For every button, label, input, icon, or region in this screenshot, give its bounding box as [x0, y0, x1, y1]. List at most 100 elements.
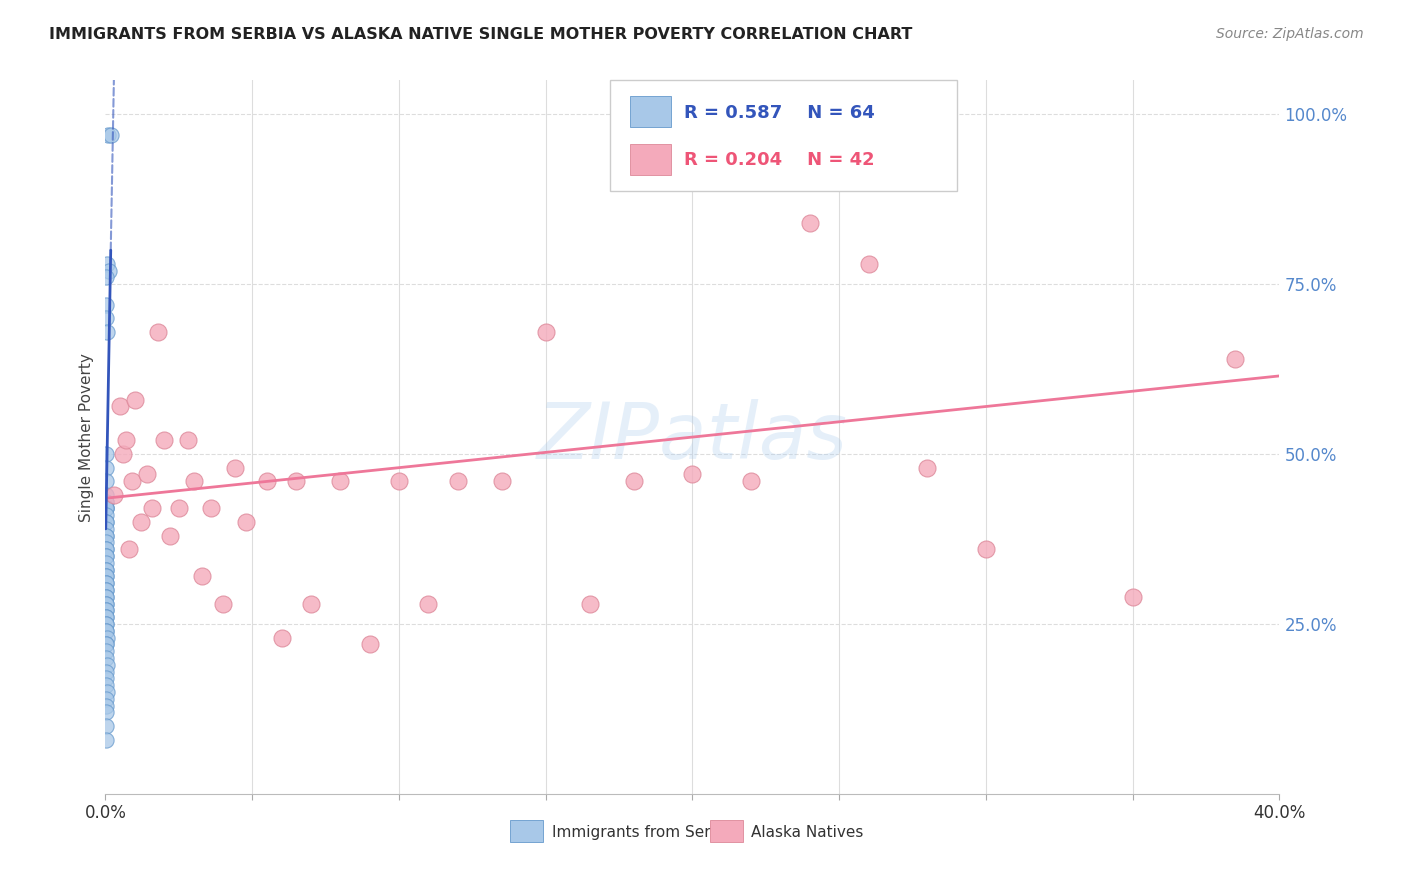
Point	[1122, 590, 1144, 604]
Point	[491, 475, 513, 489]
Point	[96, 657, 118, 672]
Point	[98, 263, 121, 277]
Point	[97, 128, 120, 142]
Point	[94, 542, 117, 557]
Point	[124, 392, 146, 407]
Point	[94, 644, 117, 658]
Point	[388, 475, 411, 489]
Point	[359, 637, 381, 651]
FancyBboxPatch shape	[610, 80, 956, 191]
Point	[534, 325, 557, 339]
Point	[148, 325, 170, 339]
Point	[153, 434, 176, 448]
Bar	[630, 144, 671, 175]
Point	[94, 637, 117, 651]
Point	[94, 311, 117, 326]
Point	[103, 488, 125, 502]
Point	[121, 475, 143, 489]
Point	[94, 494, 117, 508]
Point	[94, 706, 117, 720]
Point	[94, 617, 117, 632]
Point	[578, 597, 600, 611]
Point	[94, 617, 117, 632]
Text: Immigrants from Serbia: Immigrants from Serbia	[551, 825, 734, 840]
Point	[94, 528, 117, 542]
Point	[94, 719, 117, 733]
Point	[94, 603, 117, 617]
Point	[96, 610, 118, 624]
Text: R = 0.204    N = 42: R = 0.204 N = 42	[685, 152, 875, 169]
Point	[682, 467, 704, 482]
Point	[94, 576, 117, 591]
Point	[129, 515, 152, 529]
Point	[858, 257, 880, 271]
Point	[176, 434, 198, 448]
Point	[94, 698, 117, 713]
Point	[96, 631, 118, 645]
Point	[418, 597, 440, 611]
Point	[94, 515, 117, 529]
Point	[94, 671, 117, 685]
Point	[94, 651, 117, 665]
Point	[96, 665, 118, 679]
Bar	[630, 96, 671, 128]
Bar	[710, 820, 742, 842]
Point	[96, 325, 118, 339]
Point	[96, 576, 118, 591]
Point	[94, 522, 117, 536]
Point	[112, 447, 135, 461]
Text: R = 0.587    N = 64: R = 0.587 N = 64	[685, 103, 875, 122]
Point	[94, 501, 117, 516]
Point	[94, 691, 117, 706]
Point	[118, 542, 141, 557]
Point	[94, 535, 117, 549]
Point	[200, 501, 222, 516]
Point	[94, 297, 117, 311]
Point	[224, 460, 246, 475]
Point	[94, 475, 117, 489]
Point	[94, 582, 117, 597]
Point	[270, 631, 292, 645]
Point	[94, 603, 117, 617]
Point	[94, 549, 117, 563]
Point	[167, 501, 190, 516]
Point	[94, 494, 117, 508]
Bar	[510, 820, 543, 842]
Point	[974, 542, 997, 557]
Point	[799, 216, 821, 230]
Point	[94, 556, 117, 570]
Point	[94, 590, 117, 604]
Point	[96, 257, 118, 271]
Point	[94, 569, 117, 583]
Point	[94, 597, 117, 611]
Point	[96, 549, 118, 563]
Point	[299, 597, 322, 611]
Point	[94, 501, 117, 516]
Point	[235, 515, 257, 529]
Point	[108, 400, 131, 414]
Point	[917, 460, 939, 475]
Point	[94, 501, 117, 516]
Point	[285, 475, 308, 489]
Point	[94, 590, 117, 604]
Point	[96, 685, 118, 699]
Point	[135, 467, 157, 482]
Point	[115, 434, 138, 448]
Point	[141, 501, 163, 516]
Point	[94, 447, 117, 461]
Point	[740, 475, 762, 489]
Text: IMMIGRANTS FROM SERBIA VS ALASKA NATIVE SINGLE MOTHER POVERTY CORRELATION CHART: IMMIGRANTS FROM SERBIA VS ALASKA NATIVE …	[49, 27, 912, 42]
Point	[94, 624, 117, 638]
Point	[96, 270, 118, 285]
Text: ZIPatlas: ZIPatlas	[537, 399, 848, 475]
Point	[329, 475, 352, 489]
Point	[94, 528, 117, 542]
Point	[94, 582, 117, 597]
Point	[94, 637, 117, 651]
Point	[256, 475, 278, 489]
Point	[211, 597, 233, 611]
Point	[94, 678, 117, 692]
Point	[94, 563, 117, 577]
Point	[94, 732, 117, 747]
Point	[94, 610, 117, 624]
